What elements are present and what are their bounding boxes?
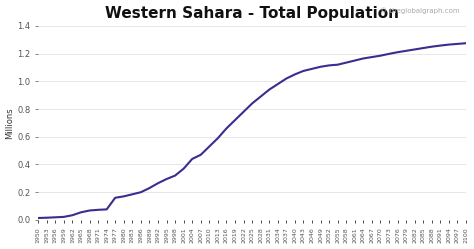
Title: Western Sahara - Total Population: Western Sahara - Total Population xyxy=(105,5,399,21)
Y-axis label: Millions: Millions xyxy=(6,107,15,139)
Text: © theglobalgraph.com: © theglobalgraph.com xyxy=(380,7,460,14)
